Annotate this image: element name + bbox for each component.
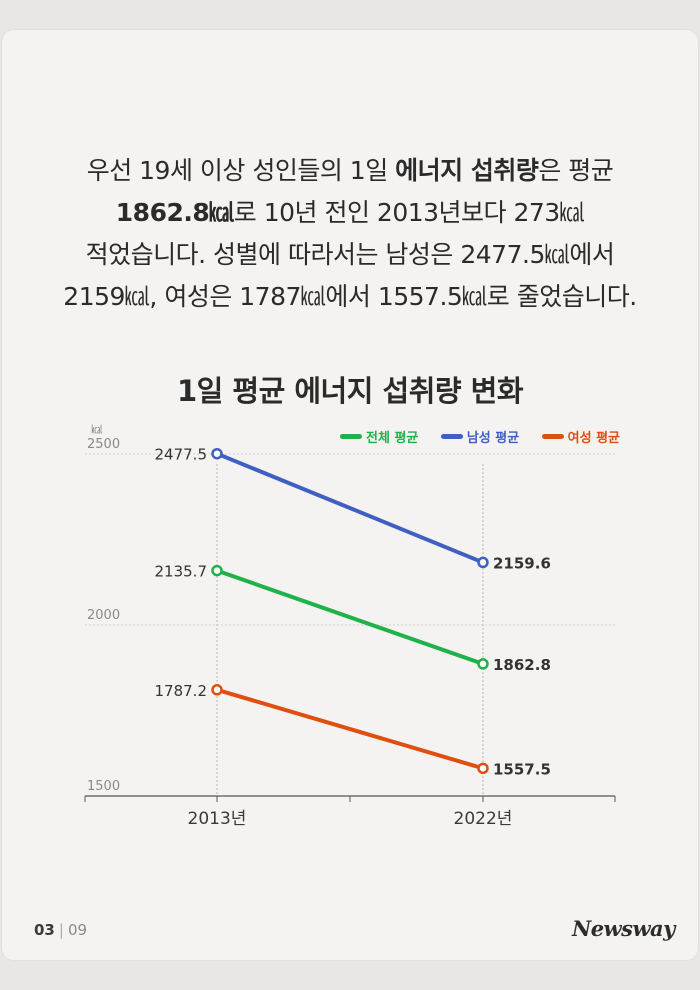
data-label: 1862.8 — [493, 656, 551, 674]
data-label: 1787.2 — [155, 682, 208, 700]
chart-title: 1일 평균 에너지 섭취량 변화 — [176, 374, 524, 408]
data-point — [211, 684, 223, 696]
intro-line-1-bold: 에너지 섭취량 — [395, 156, 539, 185]
chart-legend: 전체 평균 남성 평균 여성 평균 — [340, 427, 620, 446]
legend-label: 남성 평균 — [466, 431, 520, 446]
y-tick-label: 2000 — [87, 608, 120, 623]
data-label: 1557.5 — [493, 760, 551, 778]
intro-line-2-bold: 1862.8㎉ — [115, 198, 234, 227]
legend-item: 여성 평균 — [541, 427, 620, 446]
data-point — [477, 762, 489, 775]
x-tick-label: 2022년 — [454, 809, 513, 829]
y-tick-label: 1500 — [87, 779, 120, 794]
legend-label: 전체 평균 — [366, 431, 419, 446]
data-point — [211, 564, 223, 577]
newsway-logo: Newsway — [572, 916, 675, 941]
series-line — [215, 451, 485, 565]
page-indicator: 03 | 09 — [34, 921, 87, 939]
data-label: 2159.6 — [493, 554, 551, 572]
data-label: 2477.5 — [155, 446, 208, 464]
intro-line-1-post: 은 평균 — [538, 156, 614, 185]
legend-label: 여성 평균 — [567, 431, 620, 446]
card-background — [2, 30, 698, 960]
intro-line-3: 적었습니다. 성별에 따라서는 남성은 2477.5㎉에서 — [85, 240, 615, 269]
intro-line-4: 2159㎉, 여성은 1787㎉에서 1557.5㎉로 줄었습니다. — [63, 282, 637, 311]
series-line — [215, 568, 485, 666]
intro-line-1-pre: 우선 19세 이상 성인들의 1일 — [86, 156, 396, 185]
data-point — [477, 658, 489, 670]
y-axis-unit-label: ㎉ — [92, 423, 103, 436]
legend-item: 남성 평균 — [440, 427, 520, 446]
data-point — [211, 447, 223, 460]
data-label: 2135.7 — [155, 563, 208, 581]
intro-text: 우선 19세 이상 성인들의 1일 에너지 섭취량은 평균 1862.8㎉로 1… — [0, 150, 700, 318]
intro-line-2: 1862.8㎉로 10년 전인 2013년보다 273㎉ — [0, 192, 700, 234]
legend-item: 전체 평균 — [340, 427, 418, 446]
page-current: 03 — [34, 921, 55, 939]
legend-swatch — [340, 434, 362, 439]
page-total: 09 — [67, 921, 88, 939]
series-line — [215, 687, 485, 771]
legend-swatch — [440, 434, 463, 439]
data-point — [477, 556, 489, 569]
intro-line-1: 우선 19세 이상 성인들의 1일 에너지 섭취량은 평균 — [0, 150, 700, 192]
legend-swatch — [541, 434, 564, 439]
x-tick-label: 2013년 — [188, 809, 247, 829]
y-tick-label: 2500 — [87, 437, 120, 452]
intro-line-2-post: 로 10년 전인 2013년보다 273㎉ — [233, 198, 585, 227]
page-separator: | — [58, 921, 64, 939]
